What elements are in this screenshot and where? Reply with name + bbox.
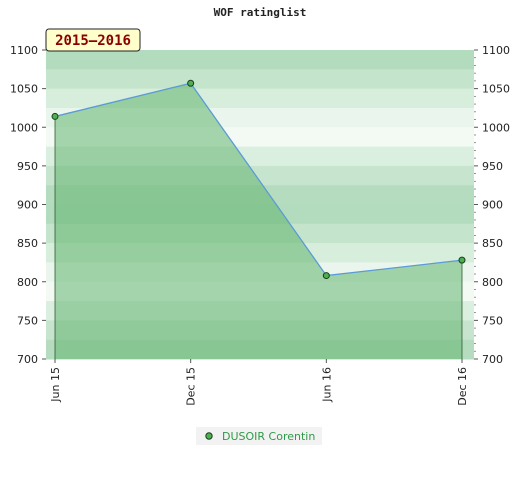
y-tick-label: 900	[17, 199, 38, 212]
y-axis-right: 700 750 800 850 900 950 1000 1050 1100	[482, 44, 510, 366]
y-tick-label: 850	[482, 237, 503, 250]
legend-label: DUSOIR Corentin	[222, 430, 315, 443]
series-area	[55, 83, 462, 359]
series-line	[54, 82, 463, 277]
y-tick-label: 700	[482, 353, 503, 366]
axes	[42, 49, 478, 363]
data-point[interactable]	[322, 272, 330, 280]
y-tick-label: 750	[482, 314, 503, 327]
y-tick-label: 950	[17, 160, 38, 173]
y-axis-left: 700 750 800 850 900 950 1000 1050 1100	[10, 44, 38, 366]
y-tick-label: 1100	[482, 44, 510, 57]
period-badge-label: 2015–2016	[55, 33, 131, 49]
band	[46, 50, 474, 70]
y-tick-label: 1000	[482, 121, 510, 134]
data-point[interactable]	[51, 112, 59, 120]
y-tick-label: 1050	[10, 83, 38, 96]
y-tick-label: 750	[17, 314, 38, 327]
x-axis: Jun 15 Dec 15 Jun 16 Dec 16	[49, 367, 469, 406]
x-tick-label: Dec 16	[456, 367, 469, 406]
legend-marker	[205, 432, 213, 440]
data-points	[51, 79, 466, 280]
y-tick-label: 950	[482, 160, 503, 173]
data-point[interactable]	[187, 79, 195, 87]
y-tick-label: 1050	[482, 83, 510, 96]
y-tick-label: 900	[482, 199, 503, 212]
y-tick-label: 1000	[10, 121, 38, 134]
y-tick-label: 700	[17, 353, 38, 366]
legend[interactable]: DUSOIR Corentin	[196, 427, 322, 445]
x-tick-label: Jun 15	[49, 367, 62, 403]
area-layer	[54, 82, 463, 359]
x-tick-label: Dec 15	[185, 367, 198, 406]
y-tick-label: 850	[17, 237, 38, 250]
band	[46, 69, 474, 90]
chart-title: WOF ratinglist	[214, 6, 307, 19]
period-badge: 2015–2016	[45, 28, 141, 52]
x-tick-label: Jun 16	[320, 367, 333, 403]
data-point[interactable]	[458, 256, 466, 264]
y-tick-label: 1100	[10, 44, 38, 57]
y-tick-label: 800	[17, 276, 38, 289]
y-tick-label: 800	[482, 276, 503, 289]
